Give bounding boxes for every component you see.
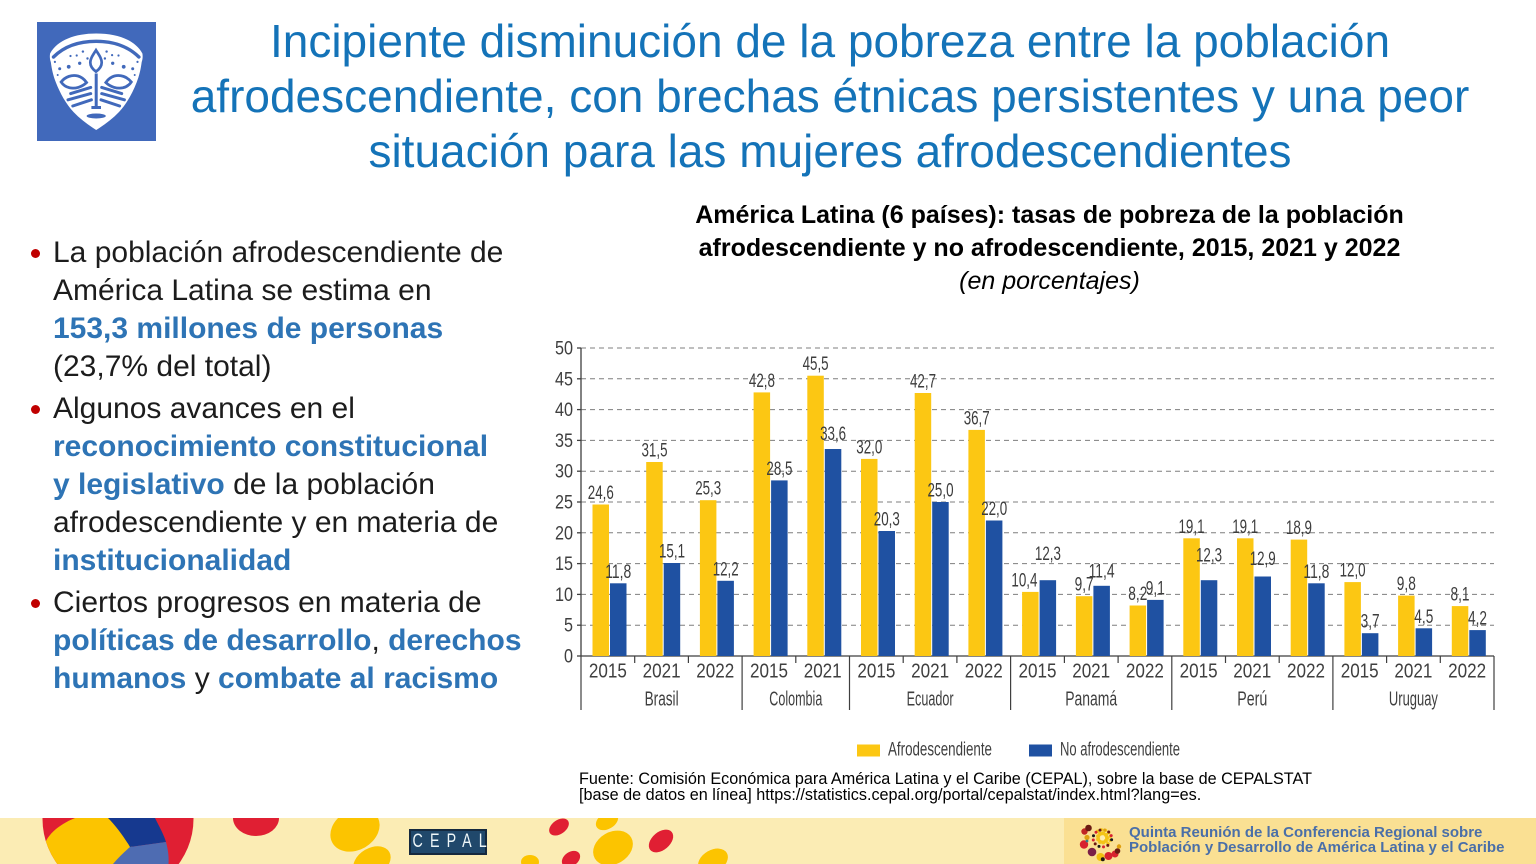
svg-text:35: 35 [555, 431, 573, 452]
svg-text:12,2: 12,2 [713, 559, 739, 580]
svg-text:2015: 2015 [857, 661, 895, 683]
svg-text:45,5: 45,5 [803, 354, 829, 375]
svg-text:15,1: 15,1 [659, 542, 685, 563]
svg-text:2015: 2015 [589, 661, 627, 683]
svg-text:2021: 2021 [1072, 661, 1110, 683]
svg-text:33,6: 33,6 [820, 424, 846, 445]
svg-text:12,3: 12,3 [1035, 544, 1061, 565]
svg-text:15: 15 [555, 554, 573, 575]
svg-text:3,7: 3,7 [1361, 612, 1380, 633]
svg-text:Uruguay: Uruguay [1389, 689, 1438, 711]
svg-text:Panamá: Panamá [1065, 689, 1118, 711]
svg-text:19,1: 19,1 [1232, 517, 1258, 538]
svg-text:2022: 2022 [1448, 661, 1486, 683]
svg-text:10,4: 10,4 [1011, 570, 1037, 591]
svg-text:25,3: 25,3 [695, 479, 721, 500]
svg-text:No afrodescendiente: No afrodescendiente [1060, 740, 1180, 761]
svg-text:Perú: Perú [1237, 689, 1267, 711]
svg-text:9,1: 9,1 [1146, 578, 1165, 599]
svg-text:19,1: 19,1 [1179, 517, 1205, 538]
svg-text:25: 25 [555, 493, 573, 514]
svg-text:42,7: 42,7 [910, 372, 936, 393]
svg-text:12,0: 12,0 [1340, 561, 1366, 582]
svg-text:31,5: 31,5 [642, 441, 668, 462]
svg-text:24,6: 24,6 [588, 483, 614, 504]
svg-text:2015: 2015 [1341, 661, 1379, 683]
svg-text:0: 0 [564, 647, 573, 668]
svg-text:9,8: 9,8 [1397, 574, 1416, 595]
svg-text:11,8: 11,8 [605, 562, 631, 583]
svg-text:30: 30 [555, 462, 573, 483]
svg-text:2022: 2022 [965, 661, 1003, 683]
svg-text:2022: 2022 [1287, 661, 1325, 683]
svg-text:2015: 2015 [1180, 661, 1218, 683]
svg-text:5: 5 [564, 616, 573, 637]
svg-text:9,7: 9,7 [1075, 575, 1094, 596]
svg-text:45: 45 [555, 369, 573, 390]
svg-text:2021: 2021 [643, 661, 681, 683]
svg-text:2015: 2015 [750, 661, 788, 683]
svg-text:18,9: 18,9 [1286, 518, 1312, 539]
svg-text:10: 10 [555, 585, 573, 606]
svg-text:36,7: 36,7 [964, 408, 990, 429]
svg-text:2022: 2022 [696, 661, 734, 683]
svg-text:42,8: 42,8 [749, 371, 775, 392]
svg-text:2022: 2022 [1126, 661, 1164, 683]
svg-text:11,8: 11,8 [1303, 562, 1329, 583]
svg-text:4,2: 4,2 [1468, 609, 1487, 630]
svg-text:2021: 2021 [1233, 661, 1271, 683]
svg-text:Brasil: Brasil [645, 689, 679, 711]
svg-text:20: 20 [555, 523, 573, 544]
svg-text:4,5: 4,5 [1414, 607, 1433, 628]
svg-text:Ecuador: Ecuador [907, 689, 954, 711]
svg-text:2021: 2021 [804, 661, 842, 683]
svg-text:Colombia: Colombia [769, 689, 823, 711]
svg-text:32,0: 32,0 [856, 437, 882, 458]
svg-text:20,3: 20,3 [874, 510, 900, 531]
svg-text:12,3: 12,3 [1196, 546, 1222, 567]
svg-text:50: 50 [555, 339, 573, 360]
svg-text:8,1: 8,1 [1451, 585, 1470, 606]
svg-text:11,4: 11,4 [1089, 561, 1115, 582]
svg-text:12,9: 12,9 [1250, 549, 1276, 570]
svg-text:2015: 2015 [1019, 661, 1057, 683]
svg-text:Afrodescendiente: Afrodescendiente [888, 740, 992, 761]
svg-text:25,0: 25,0 [928, 481, 954, 502]
svg-text:40: 40 [555, 400, 573, 421]
svg-text:2021: 2021 [1394, 661, 1432, 683]
svg-text:28,5: 28,5 [766, 459, 792, 480]
svg-text:8,2: 8,2 [1128, 584, 1147, 605]
svg-text:22,0: 22,0 [981, 499, 1007, 520]
svg-text:2021: 2021 [911, 661, 949, 683]
